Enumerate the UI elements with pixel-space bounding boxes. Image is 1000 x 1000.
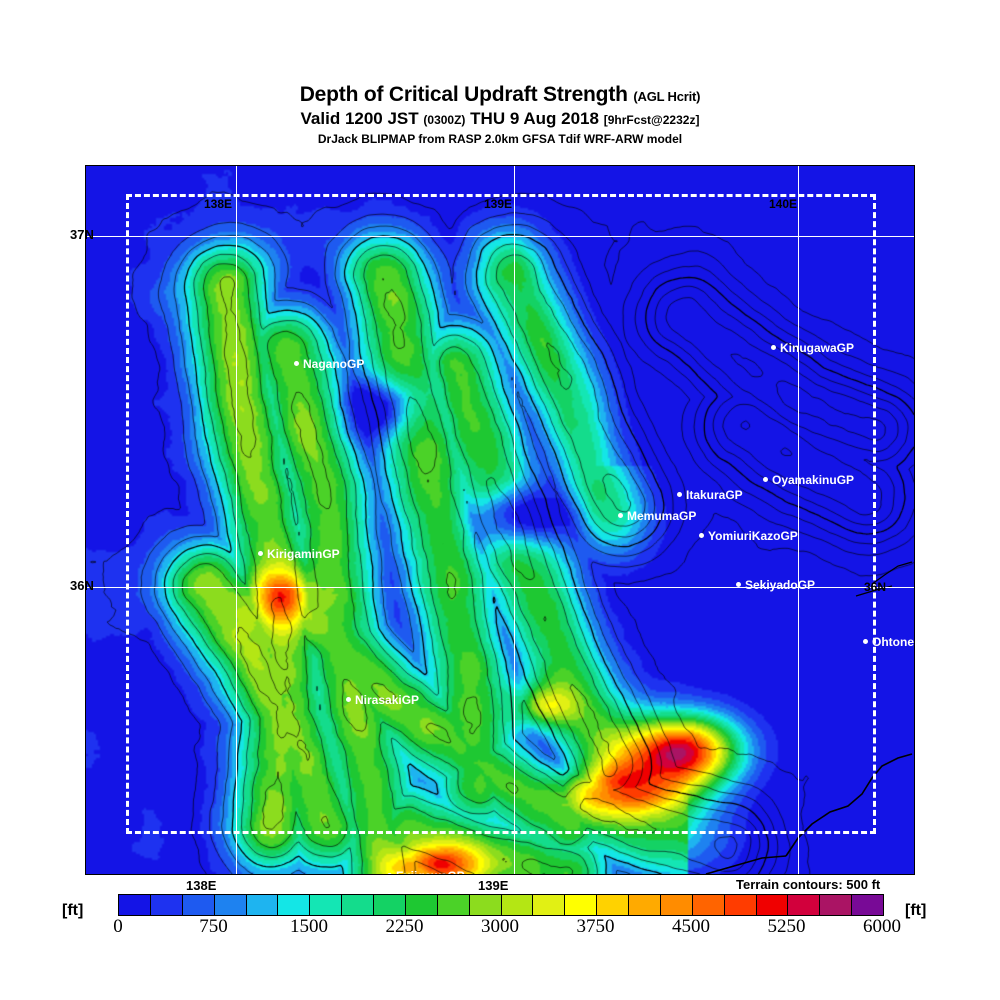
colorbar-swatch-2250 xyxy=(405,895,438,915)
colorbar-tick-5250: 5250 xyxy=(767,916,806,937)
unit-label-left: [ft] xyxy=(62,902,84,919)
colorbar-swatch-2000 xyxy=(374,895,406,915)
site-marker-dot xyxy=(346,697,351,703)
site-fujigawa-gp[interactable]: FujigawaGP xyxy=(387,869,465,874)
graticule-lon-138e xyxy=(236,166,237,874)
site-label: SekiyadoGP xyxy=(745,578,816,592)
site-kirigamine-gp[interactable]: KirigaminGP xyxy=(258,547,340,561)
colorbar-swatch-3000 xyxy=(501,895,534,915)
page-title: Depth of Critical Updraft Strength (AGL … xyxy=(0,84,1000,108)
site-marker-dot xyxy=(863,639,868,645)
site-marker-dot xyxy=(771,345,776,351)
site-label: ItakuraGP xyxy=(686,488,743,502)
valid-utc: (0300Z) xyxy=(423,113,466,127)
title-valid-line: Valid 1200 JST (0300Z) THU 9 Aug 2018 [9… xyxy=(0,109,1000,130)
lon-label-top-140e: 140E xyxy=(769,197,798,211)
site-label: Ohtone xyxy=(872,635,914,649)
colorbar-tick-6000: 6000 xyxy=(863,916,901,937)
colorbar-swatch-0 xyxy=(119,895,151,915)
colorbar-swatch-2500 xyxy=(437,895,470,915)
graticule-lon-139e xyxy=(514,166,515,874)
colorbar-tick-1500: 1500 xyxy=(290,916,328,937)
site-marker-dot xyxy=(677,492,682,498)
graticule-lon-140e xyxy=(798,166,799,874)
colorbar-tick-3750: 3750 xyxy=(576,916,615,937)
forecast-tag: [9hrFcst@2232z] xyxy=(603,113,700,127)
site-nagano-gp[interactable]: NaganoGP xyxy=(294,357,364,371)
colorbar-tick-750: 750 xyxy=(199,916,228,937)
colorbar-swatch-1250 xyxy=(278,895,311,915)
colorbar-tick-labels: 0 750 1500 2250 3000 3750 4500 5250 6000 xyxy=(0,916,1000,942)
site-label: KinugawaGP xyxy=(780,341,855,355)
site-nirasaki-gp[interactable]: NirasakiGP xyxy=(346,693,419,707)
forecast-domain-box xyxy=(126,194,876,834)
valid-prefix: Valid 1200 JST xyxy=(300,109,419,128)
colorbar-swatch-5500 xyxy=(820,895,853,915)
title-main: Depth of Critical Updraft Strength xyxy=(299,83,628,106)
site-kinugawa-gp[interactable]: KinugawaGP xyxy=(771,341,854,355)
colorbar-swatch-1000 xyxy=(246,895,279,915)
site-marker-dot xyxy=(294,361,299,367)
unit-label-right: [ft] xyxy=(905,902,927,919)
site-label: NirasakiGP xyxy=(355,693,420,707)
lon-label-bottom-138e: 138E xyxy=(186,878,217,893)
colorbar-swatch-5750 xyxy=(852,895,883,915)
colorbar-swatch-4750 xyxy=(724,895,757,915)
colorbar-tick-3000: 3000 xyxy=(481,916,519,937)
site-marker-dot xyxy=(387,873,392,874)
colorbar-swatch-4000 xyxy=(629,895,661,915)
site-label: MemumaGP xyxy=(627,509,697,523)
site-marker-dot xyxy=(763,477,768,483)
colorbar-swatch-4250 xyxy=(660,895,693,915)
site-label: KirigaminGP xyxy=(267,547,340,561)
lat-label-left-37n: 37N xyxy=(70,227,94,242)
colorbar-swatch-750 xyxy=(214,895,247,915)
site-itakura-gp[interactable]: ItakuraGP xyxy=(677,488,743,502)
site-marker-dot xyxy=(618,513,623,519)
graticule-lat-36n xyxy=(86,587,914,588)
site-label: YomiuriKazoGP xyxy=(708,529,798,543)
colorbar-tick-4500: 4500 xyxy=(672,916,710,937)
colorbar-swatch-1750 xyxy=(342,895,374,915)
site-label: FujigawaGP xyxy=(396,869,465,874)
map-plot-area[interactable]: 138E 139E 140E 36N NaganoGP KinugawaGP O… xyxy=(85,165,915,875)
site-ohtone[interactable]: Ohtone xyxy=(863,635,914,649)
colorbar-tick-0: 0 xyxy=(113,916,123,937)
site-memuma-gp[interactable]: MemumaGP xyxy=(618,509,696,523)
colorbar-swatch-250 xyxy=(150,895,183,915)
colorbar-tick-2250: 2250 xyxy=(385,916,424,937)
lat-label-left-36n: 36N xyxy=(70,578,94,593)
lon-label-top-139e: 139E xyxy=(484,197,513,211)
site-marker-dot xyxy=(258,551,263,557)
colorbar[interactable] xyxy=(118,894,884,916)
terrain-contour-layer xyxy=(86,166,914,874)
colorbar-swatch-2750 xyxy=(469,895,502,915)
title-source-line: DrJack BLIPMAP from RASP 2.0km GFSA Tdif… xyxy=(317,132,683,146)
title-block: Depth of Critical Updraft Strength (AGL … xyxy=(0,84,1000,147)
colorbar-swatch-5250 xyxy=(788,895,821,915)
lon-label-top-138e: 138E xyxy=(204,197,233,211)
site-yomiurikazo-gp[interactable]: YomiuriKazoGP xyxy=(699,529,798,543)
colorbar-swatch-4500 xyxy=(692,895,725,915)
site-oyamakinu-gp[interactable]: OyamakinuGP xyxy=(763,473,854,487)
lat-label-right-36n: 36N xyxy=(864,580,887,594)
colorbar-swatch-500 xyxy=(182,895,215,915)
valid-date: THU 9 Aug 2018 xyxy=(470,109,599,128)
colorbar-swatch-3750 xyxy=(597,895,629,915)
colorbar-swatch-1500 xyxy=(310,895,343,915)
lon-label-bottom-139e: 139E xyxy=(478,878,509,893)
site-marker-dot xyxy=(736,582,741,588)
site-sekiyado-gp[interactable]: SekiyadoGP xyxy=(736,578,815,592)
title-main-suffix: (AGL Hcrit) xyxy=(633,89,701,104)
graticule-lat-37n xyxy=(86,236,914,237)
site-label: OyamakinuGP xyxy=(772,473,855,487)
colorbar-swatch-3500 xyxy=(565,895,598,915)
colorbar-swatch-5000 xyxy=(756,895,789,915)
site-label: NaganoGP xyxy=(303,357,365,371)
site-marker-dot xyxy=(699,533,704,539)
terrain-contour-note: Terrain contours: 500 ft xyxy=(736,877,881,892)
colorbar-swatch-3250 xyxy=(533,895,566,915)
